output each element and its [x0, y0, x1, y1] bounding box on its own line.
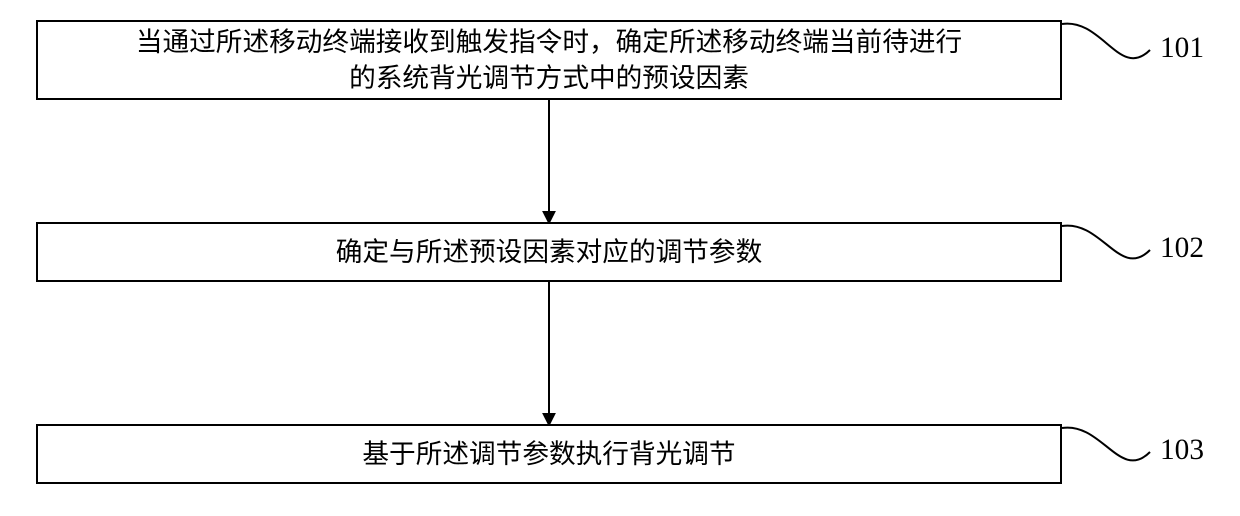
leader-step-102 [1062, 226, 1150, 259]
leader-step-101 [1062, 24, 1150, 59]
label-102: 102 [1160, 232, 1204, 265]
step-102: 确定与所述预设因素对应的调节参数 [36, 222, 1062, 282]
label-101: 101 [1160, 32, 1204, 65]
step-101-text: 当通过所述移动终端接收到触发指令时，确定所述移动终端当前待进行 的系统背光调节方… [136, 24, 962, 96]
step-102-text: 确定与所述预设因素对应的调节参数 [336, 234, 763, 270]
step-103: 基于所述调节参数执行背光调节 [36, 424, 1062, 484]
step-103-text: 基于所述调节参数执行背光调节 [362, 436, 735, 472]
label-103: 103 [1160, 434, 1204, 467]
step-101: 当通过所述移动终端接收到触发指令时，确定所述移动终端当前待进行 的系统背光调节方… [36, 20, 1062, 100]
leader-step-103 [1062, 428, 1150, 461]
